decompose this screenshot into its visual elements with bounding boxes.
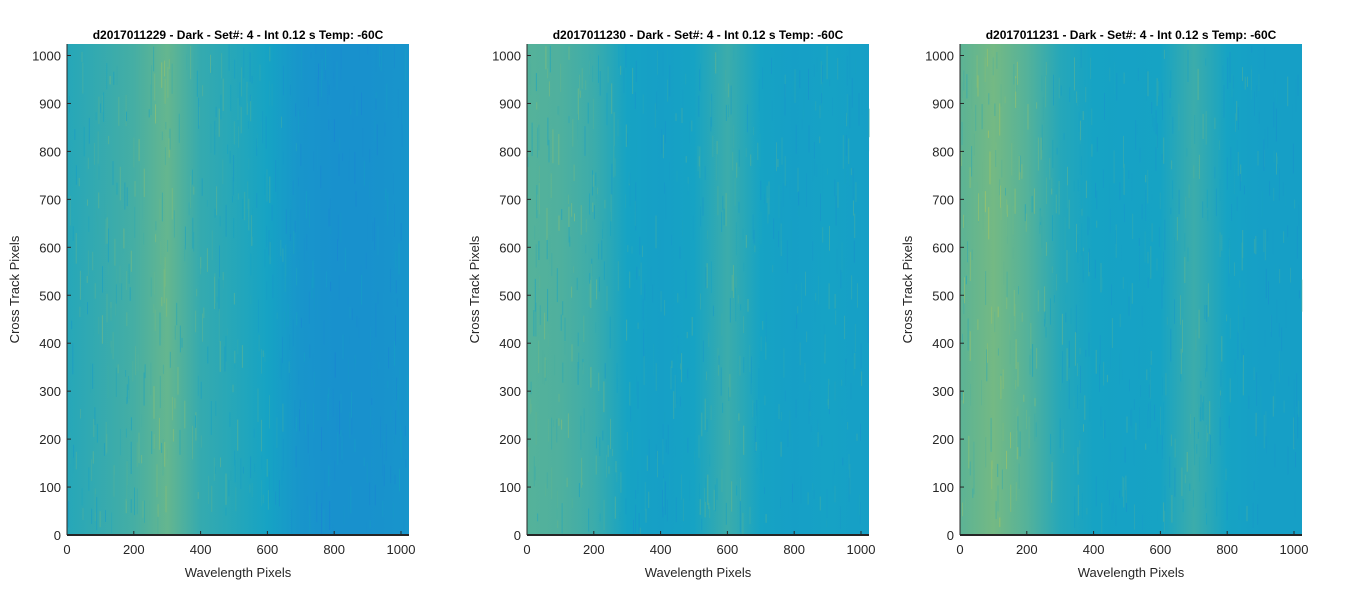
y-tick-label: 300	[499, 384, 521, 399]
y-tick-label: 100	[932, 480, 954, 495]
heatmap-panel-3: d2017011231 - Dark - Set#: 4 - Int 0.12 …	[900, 28, 1308, 580]
y-tick-label: 100	[499, 480, 521, 495]
y-tick-label: 800	[499, 144, 521, 159]
x-tick-label: 800	[783, 542, 805, 557]
y-axis-label: Cross Track Pixels	[7, 235, 22, 343]
heatmap-image-1	[67, 44, 409, 535]
x-tick-label: 200	[583, 542, 605, 557]
y-tick-label: 0	[514, 528, 521, 543]
y-tick-label: 500	[932, 288, 954, 303]
y-tick-label: 900	[932, 96, 954, 111]
y-tick-label: 200	[499, 432, 521, 447]
heatmap-image-3	[960, 44, 1302, 535]
x-tick-label: 0	[63, 542, 70, 557]
y-tick-label: 400	[932, 336, 954, 351]
panels: d2017011229 - Dark - Set#: 4 - Int 0.12 …	[7, 28, 1308, 580]
y-tick-label: 400	[499, 336, 521, 351]
x-axis-label: Wavelength Pixels	[1078, 565, 1185, 580]
y-tick-label: 200	[39, 432, 61, 447]
x-tick-label: 0	[523, 542, 530, 557]
chart-title: d2017011229 - Dark - Set#: 4 - Int 0.12 …	[93, 28, 384, 42]
y-tick-label: 1000	[492, 49, 521, 64]
y-tick-label: 600	[499, 240, 521, 255]
x-tick-label: 1000	[847, 542, 876, 557]
x-tick-label: 200	[1016, 542, 1038, 557]
heatmap-streaks-2	[527, 44, 870, 535]
y-tick-label: 800	[39, 144, 61, 159]
y-tick-label: 300	[932, 384, 954, 399]
x-tick-label: 600	[717, 542, 739, 557]
heatmap-panel-1: d2017011229 - Dark - Set#: 4 - Int 0.12 …	[7, 28, 415, 580]
y-tick-label: 300	[39, 384, 61, 399]
y-tick-label: 0	[54, 528, 61, 543]
x-tick-label: 400	[190, 542, 212, 557]
y-tick-label: 200	[932, 432, 954, 447]
y-tick-label: 800	[932, 144, 954, 159]
x-tick-label: 200	[123, 542, 145, 557]
y-tick-label: 500	[39, 288, 61, 303]
heatmap-streaks-1	[67, 44, 409, 534]
chart-title: d2017011231 - Dark - Set#: 4 - Int 0.12 …	[986, 28, 1277, 42]
y-tick-label: 600	[932, 240, 954, 255]
x-tick-label: 400	[650, 542, 672, 557]
y-axis-label: Cross Track Pixels	[900, 235, 915, 343]
x-tick-label: 600	[1150, 542, 1172, 557]
chart-title: d2017011230 - Dark - Set#: 4 - Int 0.12 …	[553, 28, 844, 42]
y-tick-label: 100	[39, 480, 61, 495]
y-tick-label: 900	[39, 96, 61, 111]
x-tick-label: 1000	[387, 542, 416, 557]
y-tick-label: 600	[39, 240, 61, 255]
y-tick-label: 500	[499, 288, 521, 303]
x-tick-label: 0	[956, 542, 963, 557]
heatmap-streaks-3	[960, 45, 1303, 534]
y-tick-label: 0	[947, 528, 954, 543]
y-tick-label: 700	[499, 192, 521, 207]
x-axis-label: Wavelength Pixels	[645, 565, 752, 580]
x-tick-label: 800	[1216, 542, 1238, 557]
y-tick-label: 1000	[32, 49, 61, 64]
x-tick-label: 1000	[1280, 542, 1309, 557]
y-tick-label: 700	[39, 192, 61, 207]
x-axis-label: Wavelength Pixels	[185, 565, 292, 580]
x-tick-label: 400	[1083, 542, 1105, 557]
y-axis-label: Cross Track Pixels	[467, 235, 482, 343]
heatmap-panel-2: d2017011230 - Dark - Set#: 4 - Int 0.12 …	[467, 28, 875, 580]
x-tick-label: 600	[257, 542, 279, 557]
y-tick-label: 700	[932, 192, 954, 207]
heatmap-image-2	[527, 44, 869, 535]
x-tick-label: 800	[323, 542, 345, 557]
y-tick-label: 900	[499, 96, 521, 111]
y-tick-label: 400	[39, 336, 61, 351]
y-tick-label: 1000	[925, 49, 954, 64]
